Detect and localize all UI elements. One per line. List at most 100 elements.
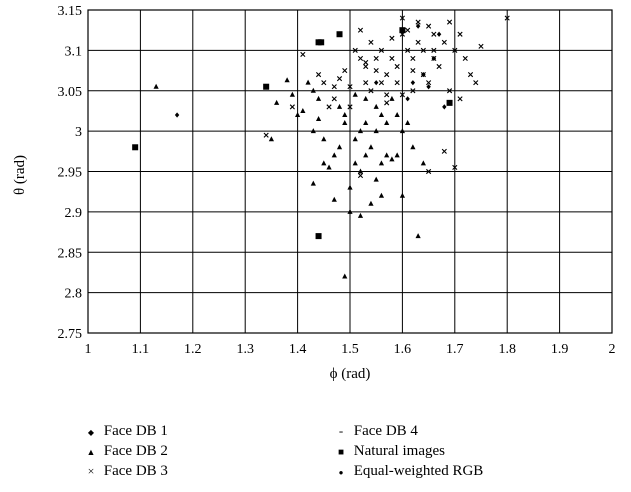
face-db-2-point — [331, 152, 337, 158]
face-db-3-point — [363, 80, 369, 86]
face-db-3-point — [410, 55, 416, 62]
face-db-2-point — [310, 180, 316, 186]
x-tick-label: 1.1 — [132, 342, 150, 357]
face-db-2-point — [347, 184, 353, 190]
face-db-2-point — [274, 99, 280, 105]
face-db-3-point — [399, 15, 405, 21]
face-db-2-point — [321, 160, 327, 166]
face-db-2-point — [378, 160, 385, 166]
natural-images-point — [315, 233, 322, 240]
face-db-3-point — [410, 88, 416, 94]
face-db-2-point — [305, 79, 311, 85]
face-db-1-point — [410, 80, 416, 86]
face-db-1-point — [174, 112, 180, 118]
face-db-3-point — [457, 96, 463, 102]
y-axis-title: θ (rad) — [12, 155, 28, 195]
face-db-3-point — [457, 31, 463, 37]
natural-images-point — [263, 83, 270, 90]
face-db-2-point — [373, 103, 379, 109]
face-db-2-point — [342, 111, 348, 117]
face-db-2-point — [284, 77, 290, 83]
face-db-3-point — [473, 80, 479, 86]
tick-labels: 1 1.1 1.2 1.3 1.4 1.5 1.6 1.7 1.8 1.9 2 2.75 2.8 2.85… — [58, 4, 616, 357]
face-db-1-point — [374, 80, 379, 86]
face-db-3-point — [436, 63, 442, 70]
face-db-3-point — [394, 80, 400, 86]
y-tick-label: 2.8 — [65, 287, 83, 302]
grid — [87, 9, 613, 334]
face-db-2-point — [352, 136, 358, 142]
x-tick-label: 2 — [609, 342, 616, 357]
face-db-3-point — [431, 47, 437, 53]
face-db-3-point — [415, 39, 421, 45]
x-tick-label: 1.8 — [498, 342, 516, 357]
face-db-2-point — [310, 128, 316, 134]
face-db-3-point — [410, 67, 416, 74]
x-tick-label: 1 — [85, 342, 92, 357]
face-db-3-point — [478, 43, 484, 49]
face-db-1-point — [426, 84, 431, 90]
face-db-3-point — [347, 84, 353, 90]
face-db-3-point — [357, 55, 364, 62]
face-db-2-point — [336, 103, 343, 109]
face-db-3-point — [363, 59, 369, 66]
face-db-2-point — [363, 95, 369, 101]
face-db-2-point — [315, 116, 322, 122]
face-db-2-point — [352, 91, 358, 97]
face-db-3-point — [415, 19, 421, 25]
face-db-2-point — [310, 87, 316, 93]
face-db-3-point — [363, 63, 369, 70]
face-db-2-point — [389, 156, 395, 162]
plot-frame — [87, 9, 613, 334]
face-db-3-point — [441, 39, 447, 45]
face-db-3-point — [347, 104, 353, 110]
face-db-2-point — [373, 176, 379, 182]
face-db-3-point — [441, 148, 447, 154]
face-db-3-point — [405, 27, 411, 33]
face-db-3-point — [263, 132, 269, 138]
face-db-3-point — [321, 80, 327, 86]
x-tick-label: 1.3 — [236, 342, 254, 357]
face-db-3-point — [384, 72, 390, 78]
face-db-3-point — [467, 72, 474, 78]
face-db-2-point — [389, 95, 395, 101]
face-db-2-point — [289, 91, 295, 97]
face-db-3-point — [420, 72, 426, 78]
y-tick-label: 2.95 — [58, 166, 83, 181]
face-db-3-point — [426, 168, 432, 175]
face-db-1-point — [405, 96, 410, 102]
face-db-3-point — [426, 23, 432, 29]
face-db-2-point — [331, 196, 337, 202]
face-db-3-point — [384, 100, 390, 106]
face-db-3-point — [426, 80, 432, 86]
face-db-2-point — [420, 160, 426, 166]
natural-images-point — [132, 144, 139, 151]
y-tick-label: 3.05 — [58, 85, 83, 100]
face-db-3-point — [315, 72, 322, 78]
face-db-3-point — [389, 35, 395, 41]
x-tick-label: 1.7 — [446, 342, 464, 357]
face-db-2-point — [378, 111, 385, 117]
face-db-3-point — [446, 19, 453, 25]
face-db-3-point — [394, 63, 400, 70]
face-db-3-point — [452, 164, 458, 171]
x-tick-label: 1.6 — [394, 342, 412, 357]
natural-images-point — [318, 39, 325, 46]
face-db-2-point — [268, 136, 274, 142]
face-db-3-point — [389, 55, 395, 62]
face-db-2-point — [336, 144, 343, 150]
face-db-3-point — [446, 88, 453, 94]
face-db-3-point — [373, 67, 379, 74]
face-db-3-point — [357, 172, 364, 179]
y-tick-label: 3.15 — [58, 4, 83, 19]
natural-images-point — [446, 99, 453, 106]
face-db-3-point — [331, 84, 337, 90]
face-db-2-point — [415, 233, 421, 239]
face-db-2-point — [368, 200, 374, 206]
face-db-3-point — [368, 39, 374, 45]
face-db-2-point — [399, 192, 405, 198]
face-db-3-point — [384, 92, 390, 98]
y-tick-label: 2.75 — [58, 327, 83, 342]
face-db-3-point — [373, 55, 379, 62]
